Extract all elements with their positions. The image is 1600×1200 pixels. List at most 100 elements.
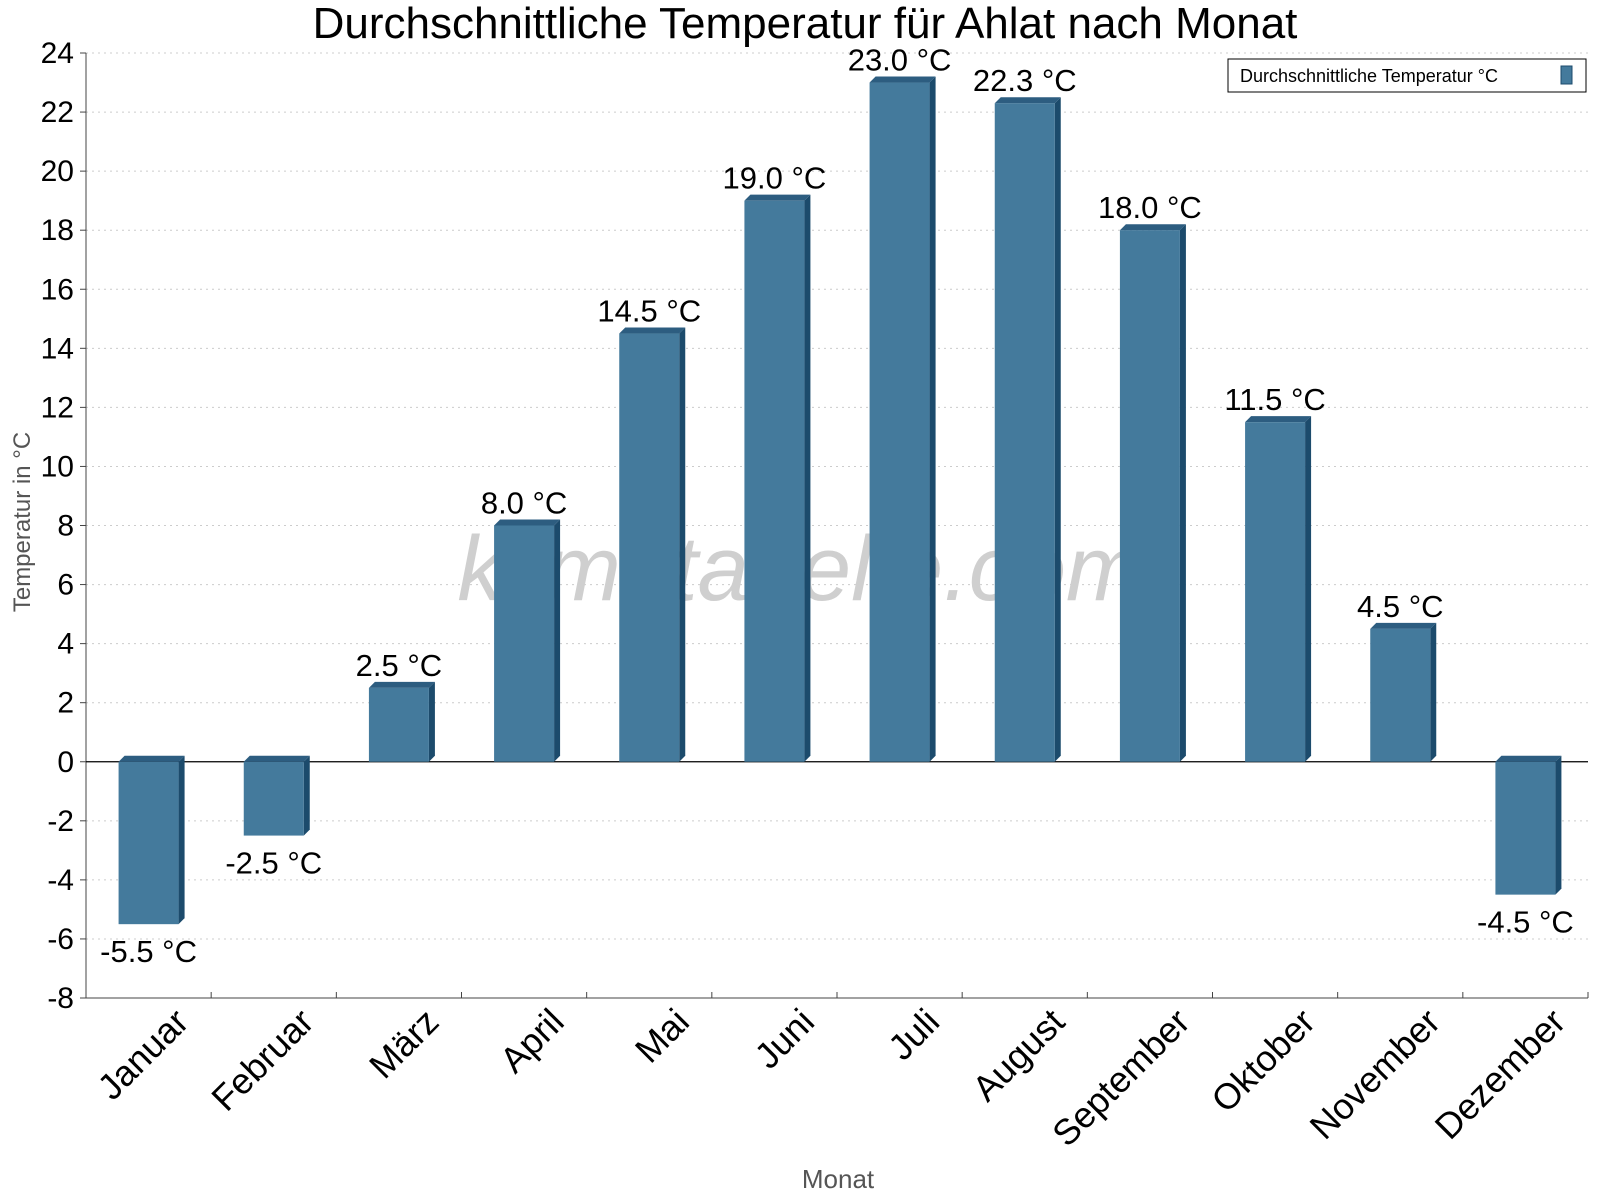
x-tick-label: Juli [880,1001,947,1068]
bar-top [1370,622,1437,629]
y-tick-label: 2 [57,687,74,720]
bar-top [869,76,936,83]
bar-side [804,194,811,762]
data-label: 19.0 °C [723,161,827,196]
data-label: 22.3 °C [973,63,1077,98]
data-label: 14.5 °C [597,294,701,329]
data-label: 18.0 °C [1098,190,1202,225]
legend-swatch [1560,65,1573,85]
legend-box [1227,58,1587,93]
bar-side [1430,622,1437,762]
bar [368,681,435,762]
bar-front [994,103,1055,762]
legend: Durchschnittliche Temperatur °C [1227,58,1587,93]
y-tick-label: 24 [41,37,74,70]
bar-top [1119,224,1186,231]
bar-top [243,755,310,762]
data-label: 8.0 °C [481,486,568,521]
bar-front [118,761,179,925]
x-tick-label: Oktober [1203,1001,1323,1121]
bar-side [428,681,435,762]
y-tick-label: 22 [41,96,74,129]
x-tick-label: August [964,1001,1072,1109]
x-tick-label: Mai [627,1001,697,1071]
bar [1370,622,1437,762]
bar-top [619,327,686,334]
bar [619,327,686,762]
bar-top [494,519,561,526]
bar [1245,416,1312,762]
bar [869,76,936,762]
y-tick-label: 16 [41,273,74,306]
bar-top [1495,755,1562,762]
bar-front [1370,628,1431,762]
y-tick-label: 10 [41,450,74,483]
y-tick-label: 18 [41,214,74,247]
bar-front [494,525,555,762]
bar-front [1245,422,1306,762]
bar-front [368,687,429,762]
bar-side [178,755,185,925]
x-tick-label: April [492,1001,572,1081]
y-tick-label: -6 [47,923,74,956]
y-tick-label: -8 [47,982,74,1015]
bar-top [368,681,435,688]
y-tick-label: 14 [41,332,74,365]
bar-top [994,97,1061,104]
y-tick-label: 4 [57,628,74,661]
bar [1495,755,1562,895]
bar-front [1119,230,1180,762]
bar-top [1245,416,1312,423]
bar-front [869,82,930,762]
bar-front [619,333,680,762]
y-tick-label: 12 [41,391,74,424]
grid-lines [86,52,1588,999]
bar-front [744,200,805,762]
x-tick-label: Februar [203,1001,321,1119]
x-tick-label: März [361,1001,447,1087]
bar [994,97,1061,762]
bar [243,755,310,836]
bar [494,519,561,762]
y-tick-label: 6 [57,569,74,602]
axes [80,52,1589,999]
y-tick-label: 20 [41,155,74,188]
y-tick-label: 0 [57,746,74,779]
data-label: 23.0 °C [848,43,952,78]
data-label: -4.5 °C [1477,905,1574,940]
data-label: 4.5 °C [1357,589,1444,624]
y-axis-label: Temperatur in °C [9,432,36,612]
bar-front [1495,761,1556,895]
x-tick-label: November [1301,1001,1447,1147]
x-tick-label: September [1044,1001,1198,1155]
bar-front [243,761,304,836]
bar-top [744,194,811,201]
bar-side [929,76,936,762]
y-tick-label: -4 [47,864,74,897]
bar-side [303,755,310,836]
y-tick-label: -2 [47,805,74,838]
bar-side [1179,224,1186,762]
bar-side [679,327,686,762]
data-label: 11.5 °C [1224,382,1325,417]
x-axis-label: Monat [802,1164,875,1194]
bar-side [1305,416,1312,762]
data-label: -2.5 °C [225,846,322,881]
bar-top [118,755,185,762]
x-tick-label: Dezember [1427,1001,1573,1147]
x-tick-label: Januar [89,1001,196,1108]
data-label: -5.5 °C [100,934,197,969]
bar [744,194,811,762]
legend-entry: Durchschnittliche Temperatur °C [1240,66,1498,86]
x-tick-label: Juni [746,1001,822,1077]
bar [1119,224,1186,762]
bars [118,76,1562,925]
bar-side [554,519,561,762]
data-labels: -5.5 °C -2.5 °C 2.5 °C 8.0 °C 14.5 °C 19.0 °C… [100,43,1574,970]
bar [118,755,185,925]
chart-title: Durchschnittliche Temperatur für Ahlat n… [313,0,1298,48]
y-tick-label: 8 [57,510,74,543]
bar-side [1054,97,1061,762]
bar-side [1555,755,1562,895]
